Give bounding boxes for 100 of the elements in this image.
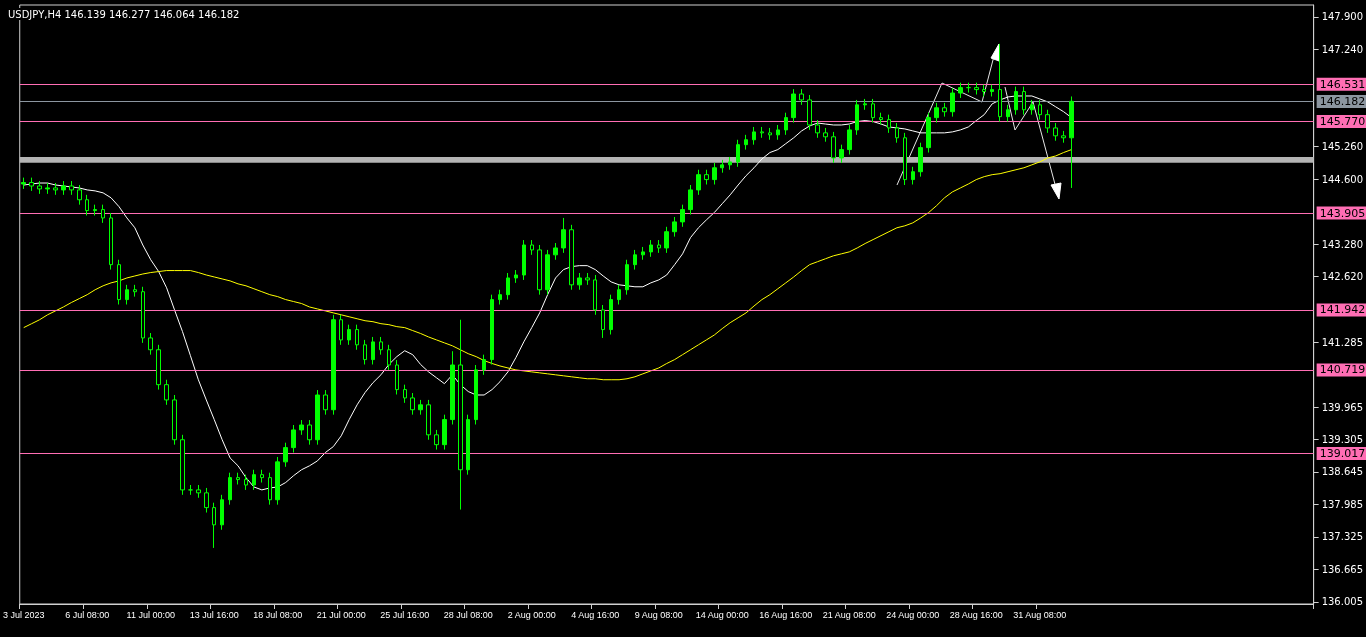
candlestick: [125, 284, 129, 305]
y-tick-label: 137.985: [1321, 498, 1364, 510]
candlestick: [545, 249, 550, 296]
candlestick: [577, 272, 582, 291]
candlestick: [712, 162, 717, 185]
candlestick: [561, 217, 566, 254]
candlestick: [172, 394, 177, 446]
candlestick: [799, 88, 804, 106]
candlestick: [537, 244, 542, 296]
candlestick: [990, 84, 994, 97]
candlestick: [418, 399, 423, 416]
candlestick: [291, 424, 296, 454]
candlestick: [530, 239, 534, 256]
ref-line-label: 143.905: [1319, 206, 1366, 220]
candlestick: [331, 314, 336, 416]
candlestick: [831, 131, 836, 164]
candlestick: [450, 350, 455, 425]
candlestick: [482, 354, 486, 376]
candlestick: [1069, 95, 1074, 189]
chart-title: USDJPY,H4 146.139 146.277 146.064 146.182: [8, 8, 240, 20]
ref-line-label: 140.719: [1319, 363, 1366, 377]
candlestick: [672, 216, 677, 238]
candlestick: [887, 114, 891, 134]
candlestick: [847, 124, 852, 155]
candlestick: [466, 414, 470, 476]
y-tick-label: 141.285: [1321, 336, 1364, 348]
candlestick: [1061, 130, 1066, 144]
candlestick: [982, 84, 986, 97]
candlestick: [236, 472, 240, 485]
candlestick: [69, 180, 74, 196]
candlestick: [585, 272, 590, 286]
x-tick-label: 9 Aug 08:00: [634, 609, 683, 620]
x-tick-label: 21 Aug 08:00: [822, 609, 876, 620]
candlestick: [315, 389, 320, 446]
candlestick: [704, 169, 709, 185]
candlestick: [244, 474, 248, 491]
y-tick-label: 136.005: [1321, 596, 1364, 608]
candlestick: [649, 239, 653, 258]
candlestick: [744, 134, 748, 151]
x-tick-label: 25 Jul 16:00: [380, 609, 430, 620]
candlestick: [283, 442, 288, 468]
candlestick: [434, 429, 439, 451]
x-tick-label: 2 Aug 00:00: [507, 609, 556, 620]
candlestick: [950, 87, 955, 118]
candlestick: [918, 142, 923, 178]
candlestick: [474, 364, 478, 425]
candlestick: [77, 184, 82, 206]
candlestick: [553, 242, 558, 261]
x-tick-label: 11 Jul 00:00: [126, 609, 175, 620]
y-tick-label: 145.260: [1321, 141, 1364, 153]
x-tick-label: 21 Jul 00:00: [316, 609, 366, 620]
candlestick: [299, 419, 304, 436]
candlestick: [641, 246, 645, 261]
candlestick: [934, 102, 939, 124]
candlestick: [720, 159, 724, 174]
ref-line-label: 141.942: [1319, 303, 1366, 317]
ref-line-label: 146.531: [1319, 77, 1366, 91]
candlestick: [680, 204, 685, 228]
candlestick: [609, 294, 613, 335]
y-tick-label: 147.900: [1321, 11, 1364, 23]
candlestick: [736, 139, 740, 168]
ref-line-label: 145.770: [1319, 115, 1366, 129]
candlestick: [196, 484, 201, 499]
candlestick: [212, 502, 216, 549]
candlestick: [601, 304, 605, 339]
ref-line-label: 146.182: [1319, 94, 1366, 108]
candlestick: [776, 124, 780, 141]
candlestick: [1045, 109, 1050, 134]
x-tick-label: 18 Jul 08:00: [253, 609, 303, 620]
candlestick: [998, 43, 1002, 123]
x-tick-label: 3 Jul 2023: [2, 609, 45, 620]
candlestick: [958, 82, 963, 99]
candlestick: [61, 180, 66, 196]
candlestick: [823, 127, 828, 143]
candlestick: [974, 82, 979, 96]
candlestick: [768, 127, 772, 141]
candlestick: [323, 389, 328, 416]
candlestick: [942, 102, 947, 118]
candlestick: [29, 177, 34, 192]
candlestick: [141, 286, 145, 344]
y-tick-label: 142.620: [1321, 270, 1364, 282]
candlestick: [220, 494, 224, 531]
candlestick: [260, 469, 264, 484]
candlestick: [53, 182, 58, 196]
candlestick: [387, 344, 391, 371]
candlestick: [410, 392, 415, 416]
candlestick: [307, 419, 312, 446]
candlestick: [347, 324, 351, 346]
candlestick: [101, 204, 105, 224]
candlestick: [371, 336, 375, 365]
candlestick: [498, 289, 502, 305]
candlestick: [1022, 86, 1026, 116]
candlestick: [807, 94, 812, 131]
candlestick: [871, 98, 875, 124]
y-tick-label: 144.600: [1321, 173, 1364, 185]
candlestick: [204, 487, 209, 514]
candlestick: [903, 132, 907, 186]
candlestick: [506, 272, 510, 301]
candlestick: [379, 336, 383, 356]
candlestick: [156, 344, 161, 391]
